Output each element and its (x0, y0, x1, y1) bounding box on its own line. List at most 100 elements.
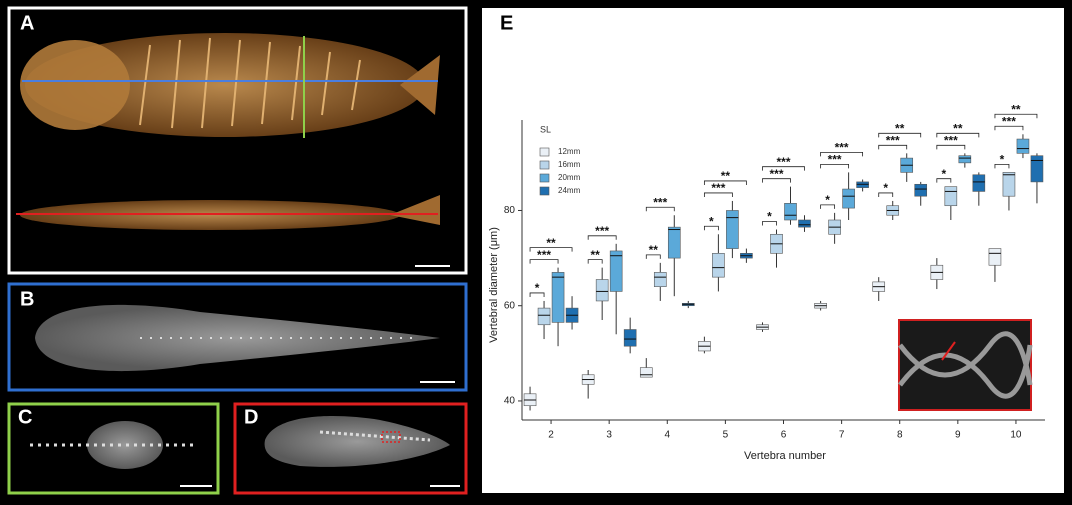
box (537, 307, 551, 326)
box (1002, 172, 1016, 197)
box (972, 174, 986, 192)
significance-label: * (535, 281, 540, 295)
x-tick-label: 3 (606, 430, 612, 441)
significance-label: ** (590, 248, 600, 262)
box (958, 155, 972, 164)
significance-label: *** (886, 134, 900, 148)
significance-bracket (703, 180, 747, 185)
x-tick-label: 7 (839, 430, 845, 441)
panel-a: A (7, 6, 468, 275)
significance-label: *** (595, 224, 609, 238)
box (551, 272, 565, 323)
panel-e: E Vertebra number Vertebral diameter (μm… (482, 8, 1064, 493)
significance-bracket (529, 259, 559, 264)
box (842, 188, 855, 209)
box (798, 219, 811, 228)
box (653, 272, 667, 287)
significance-bracket (529, 247, 573, 252)
legend-swatch (539, 173, 550, 183)
significance-bracket (994, 163, 1010, 169)
significance-bracket (645, 206, 675, 212)
significance-label: *** (537, 248, 551, 262)
box (667, 226, 681, 259)
legend-title: SL (540, 124, 551, 134)
significance-bracket (936, 178, 952, 183)
significance-label: * (825, 193, 830, 207)
panel-label: E (500, 12, 513, 34)
significance-bracket (936, 132, 980, 138)
significance-bracket (645, 254, 661, 259)
ct-cross-section (87, 421, 163, 469)
significance-bracket (820, 204, 836, 209)
inset (898, 319, 1033, 411)
legend-swatch (539, 160, 550, 170)
box (988, 248, 1002, 266)
panel-label: A (20, 12, 34, 34)
legend-label: 16mm (558, 160, 581, 169)
significance-label: *** (835, 141, 849, 155)
significance-bracket (936, 144, 966, 150)
panel-d: D (233, 402, 468, 495)
box (1016, 138, 1030, 154)
significance-bracket (878, 144, 908, 150)
significance-label: ** (1011, 102, 1021, 116)
x-tick-label: 8 (897, 430, 903, 441)
y-tick-label: 40 (504, 396, 516, 407)
box (726, 210, 739, 249)
significance-bracket (762, 178, 791, 183)
vertebrae (319, 430, 431, 442)
fish-tail (400, 55, 440, 115)
legend-label: 20mm (558, 173, 581, 182)
significance-label: *** (1002, 114, 1016, 128)
box (944, 186, 958, 207)
y-tick-label: 80 (504, 205, 516, 216)
significance-label: *** (711, 181, 725, 195)
y-tick-label: 60 (504, 300, 516, 311)
box (609, 250, 623, 292)
x-tick-label: 10 (1010, 430, 1022, 441)
significance-bracket (820, 151, 864, 157)
significance-bracket (762, 221, 777, 226)
legend-swatch (539, 147, 550, 157)
fish-lateral (25, 33, 425, 137)
panel-label: C (18, 406, 32, 428)
box (784, 203, 797, 221)
box (712, 253, 725, 278)
x-axis-label: Vertebra number (744, 450, 826, 462)
significance-label: ** (721, 169, 731, 183)
significance-label: * (709, 214, 714, 228)
significance-bracket (587, 259, 603, 264)
fish-tail (390, 195, 440, 225)
box (595, 279, 609, 302)
significance-bracket (762, 166, 805, 171)
significance-bracket (878, 132, 922, 138)
legend-label: 12mm (558, 147, 581, 156)
panel-label: D (244, 406, 258, 428)
box (639, 367, 653, 378)
box (623, 329, 637, 347)
significance-label: *** (769, 167, 783, 181)
significance-label: * (767, 210, 772, 224)
significance-label: *** (776, 155, 790, 169)
significance-label: ** (649, 243, 659, 257)
significance-label: *** (944, 134, 958, 148)
significance-bracket (820, 163, 850, 169)
significance-bracket (703, 225, 719, 231)
inset-strand (898, 344, 1033, 399)
panel-label: B (20, 288, 34, 310)
significance-label: ** (895, 122, 905, 136)
significance-bracket (529, 292, 545, 297)
significance-label: ** (953, 122, 963, 136)
box (1030, 155, 1044, 183)
legend-label: 24mm (558, 186, 581, 195)
significance-label: *** (653, 195, 667, 209)
significance-bracket (878, 192, 894, 197)
ribs (139, 37, 361, 129)
significance-bracket (994, 125, 1024, 131)
significance-label: * (1000, 153, 1005, 167)
significance-label: * (941, 167, 946, 181)
x-tick-label: 6 (781, 430, 787, 441)
panel-c: C (7, 402, 220, 495)
x-tick-label: 4 (664, 430, 670, 441)
